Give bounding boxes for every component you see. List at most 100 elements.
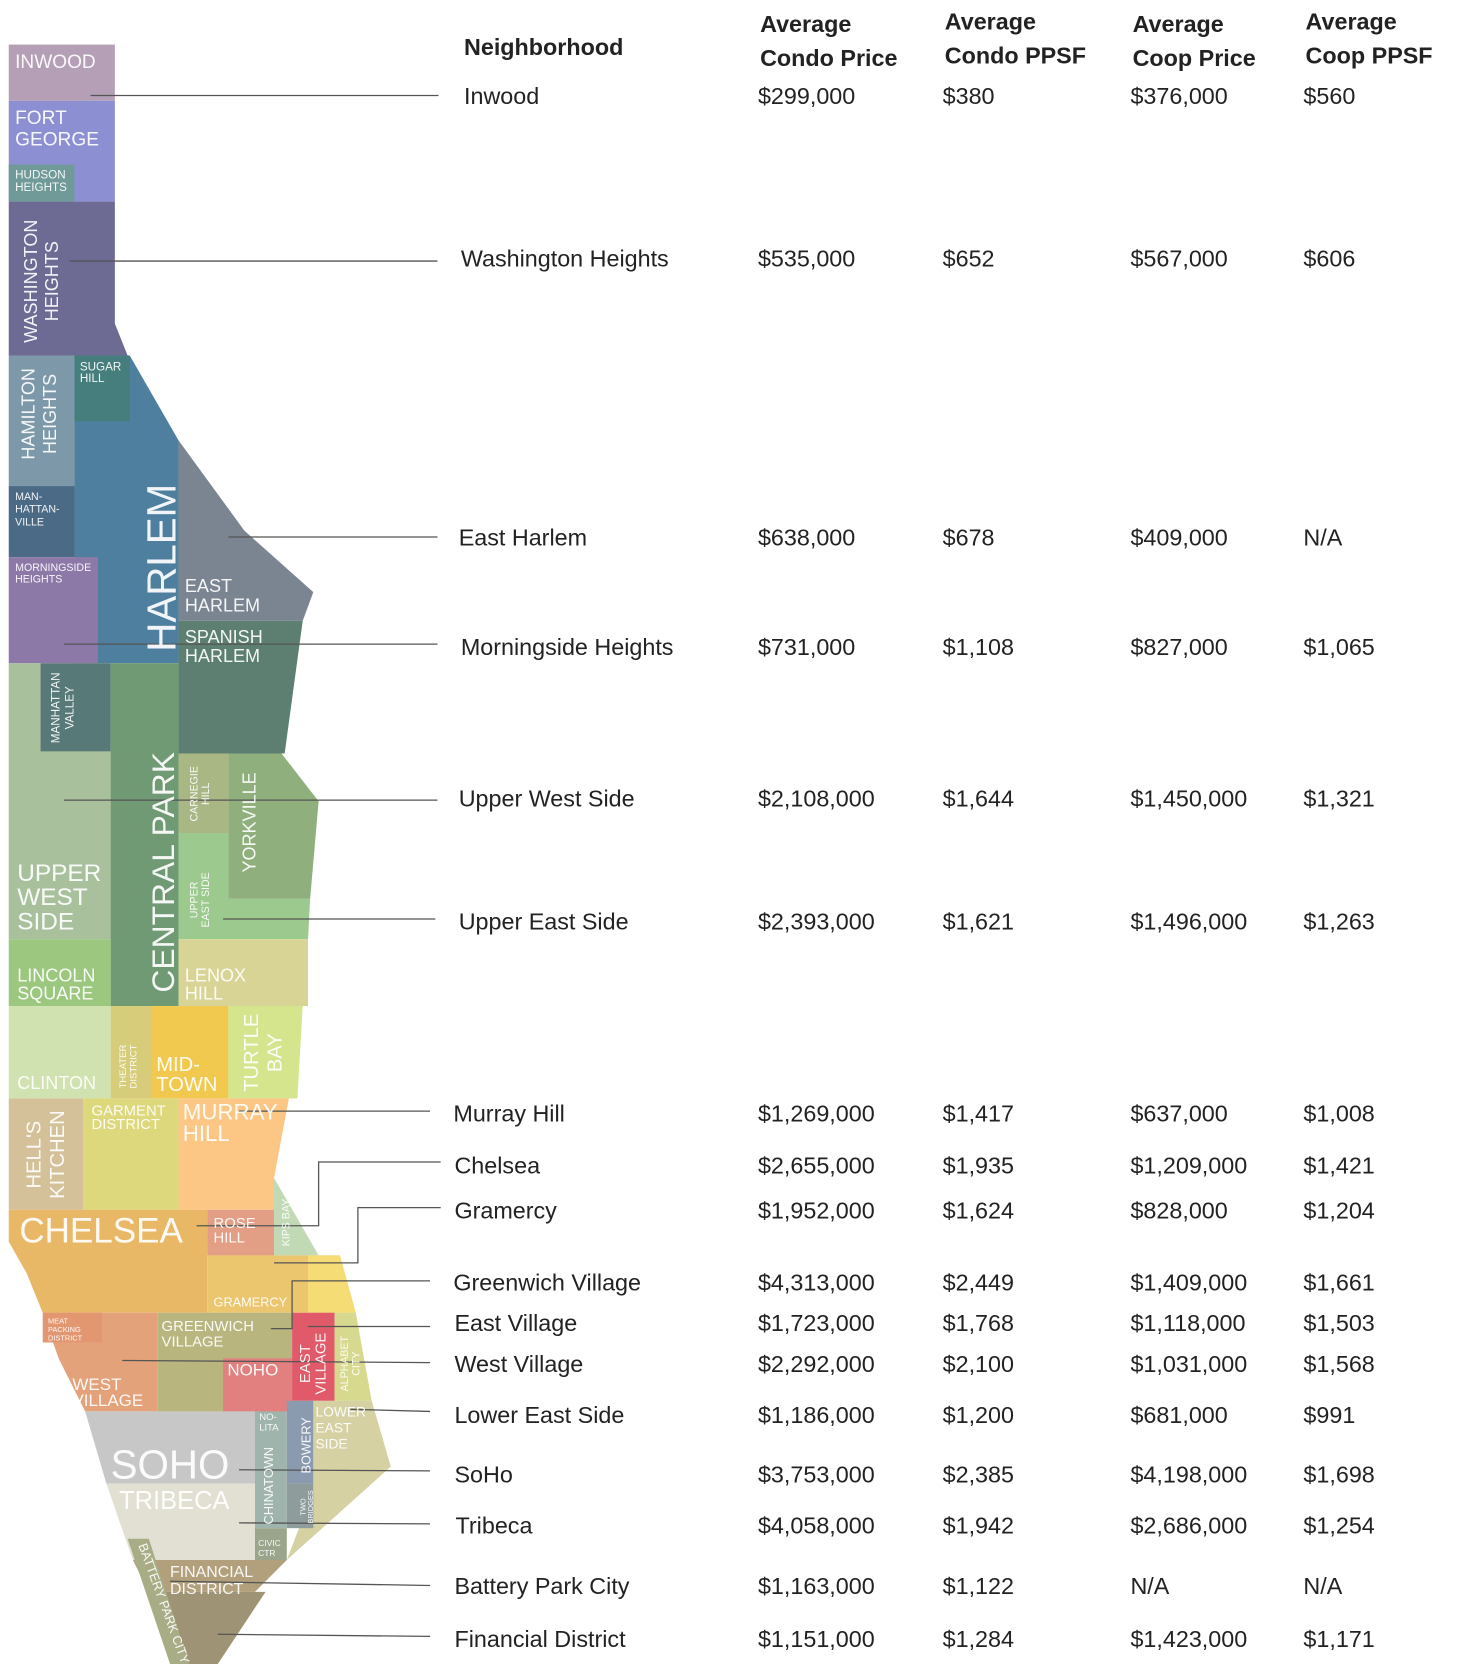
map-label-line: HEIGHTS [42,241,62,321]
region [274,1177,319,1256]
map-label: CARNEGIE HILL [188,766,212,821]
table-cell: $678 [943,524,995,550]
map-label: SOHO [111,1441,230,1487]
neighborhood-name: East Village [454,1310,577,1336]
region [178,939,309,1007]
table-cell: $991 [1303,1402,1355,1428]
map-label-line: VILLE [15,516,44,528]
table-cell: $2,292,000 [758,1351,875,1377]
region [8,1098,84,1210]
table-cell: $2,385 [943,1462,1014,1488]
table-cell: $4,198,000 [1130,1462,1247,1488]
table-cell: $828,000 [1130,1197,1227,1223]
map-label-line: TWO [299,1498,308,1516]
table-cell: $2,100 [943,1351,1014,1377]
table-cell: $1,163,000 [758,1573,875,1599]
map-label-line: DISTRICT [170,1581,244,1598]
region [308,1255,356,1313]
map-label-line: SQUARE [17,984,93,1004]
table-cell: $2,449 [943,1269,1014,1295]
table-cell: $1,503 [1303,1310,1374,1336]
map-label-line: BAY [265,1033,287,1072]
map-label-line: EAST [298,1344,314,1383]
neighborhood-name: Chelsea [454,1153,540,1179]
map-label-line: GRAMERCY [214,1294,288,1309]
column-header: Coop PPSF [1306,43,1433,69]
map-label-line: CIVIC [258,1538,281,1548]
table-cell: $409,000 [1130,524,1227,550]
leader-line [274,1207,441,1264]
map-label: CLINTON [17,1073,96,1093]
leader-line [239,1522,431,1525]
map-label: YORKVILLE [239,772,259,872]
map-label-line: WASHINGTON [21,220,41,343]
region [178,753,229,834]
neighborhood-name: West Village [454,1351,583,1377]
neighborhood-name: Inwood [464,83,539,109]
region [83,1098,179,1210]
table-cell: $1,942 [943,1512,1014,1538]
table-cell: N/A [1130,1573,1169,1599]
map-label-line: DISTRICT [48,1333,83,1342]
table-cell: $1,151,000 [758,1626,875,1652]
table-cell: $4,058,000 [758,1512,875,1538]
map-label-line: CTR [258,1548,275,1558]
map-label: TURTLE BAY [241,1014,286,1092]
table-cell: $1,209,000 [1130,1153,1247,1179]
map-label-line: NO- [259,1412,277,1423]
table-cell: $1,263 [1303,909,1374,935]
map-label-line: HILL [214,1231,245,1247]
map-label-line: CHINATOWN [261,1447,276,1524]
table-cell: $1,171 [1303,1626,1374,1652]
map-label-line: CHELSEA [19,1212,183,1251]
map-label: INWOOD [15,52,96,73]
map-label-line: HILL [200,782,212,805]
price-table: Neighborhood Average Condo Price Average Con… [453,9,1432,1652]
table-cell: $1,200 [943,1402,1014,1428]
neighborhood-name: SoHo [454,1462,512,1488]
map-label-line: HEIGHTS [15,574,62,586]
manhattan-map [8,44,391,1664]
region [8,44,115,101]
map-label-line: MEAT [48,1316,68,1325]
map-label-line: HEIGHTS [40,374,60,454]
map-label-line: VILLAGE [162,1335,224,1351]
map-label-line: UPPER [17,860,101,887]
map-label-line: MID- [156,1054,200,1076]
map-label-line: HELL'S [24,1121,46,1189]
map-label-line: LINCOLN [17,966,95,986]
table-cell: $1,204 [1303,1197,1374,1223]
region [178,833,311,940]
table-cell: $1,624 [943,1197,1014,1223]
map-label-line: VALLEY [63,686,76,729]
neighborhood-name: Murray Hill [453,1101,564,1127]
map-label-line: SUGAR [80,360,121,373]
map-label-line: SOHO [111,1441,230,1487]
neighborhood-name: Upper East Side [459,909,629,935]
region [207,1209,275,1256]
table-cell: $1,108 [943,634,1014,660]
map-label-line: WEST [72,1375,121,1394]
column-header: Neighborhood [464,34,623,60]
table-cell: $1,321 [1303,786,1374,812]
column-header: Coop Price [1133,45,1256,71]
table-cell: $4,313,000 [758,1269,875,1295]
region [8,1006,111,1099]
map-label-line: HARLEM [185,595,260,615]
neighborhood-name: East Harlem [459,524,587,550]
map-label: THEATER DISTRICT [118,1044,140,1088]
map-label: CHINATOWN [261,1447,276,1524]
map-label-line: MANHATTAN [50,672,63,743]
table-cell: $1,031,000 [1130,1351,1247,1377]
table-cell: $1,421 [1303,1153,1374,1179]
map-label-line: HAMILTON [19,368,39,460]
